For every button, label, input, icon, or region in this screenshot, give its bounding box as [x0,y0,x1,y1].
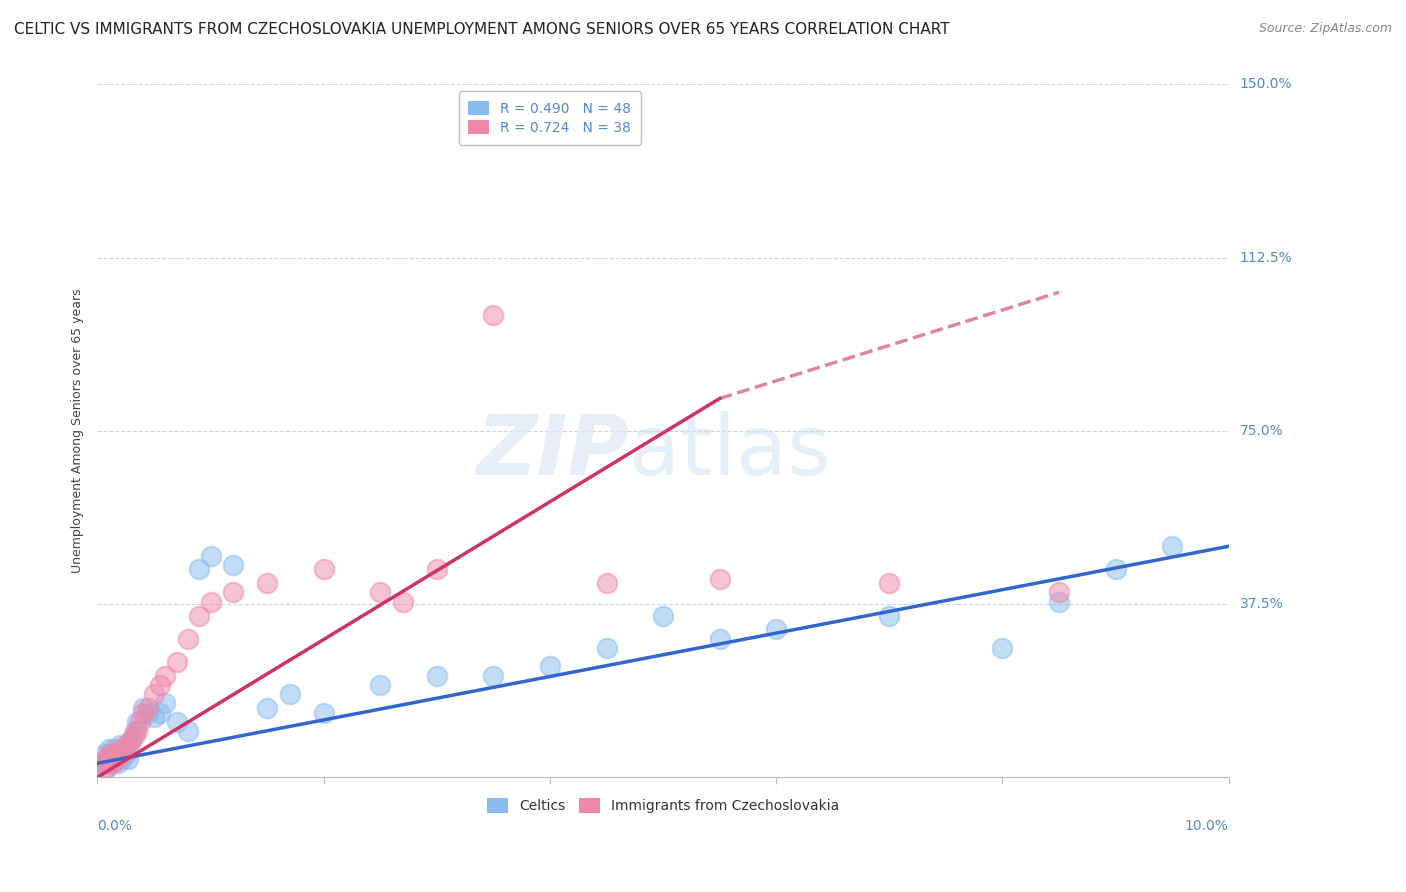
Point [709,632,731,646]
Point [879,576,901,591]
Point [426,668,449,682]
Point [256,576,278,591]
Point [278,687,301,701]
Point [105,752,128,766]
Point [108,742,131,756]
Text: CELTIC VS IMMIGRANTS FROM CZECHOSLOVAKIA UNEMPLOYMENT AMONG SENIORS OVER 65 YEAR: CELTIC VS IMMIGRANTS FROM CZECHOSLOVAKIA… [14,22,949,37]
Point [120,733,142,747]
Point [111,752,134,766]
Point [124,724,146,739]
Point [118,742,141,756]
Point [94,747,117,761]
Point [91,756,114,771]
Point [143,710,166,724]
Point [765,623,787,637]
Point [166,714,188,729]
Point [125,714,148,729]
Point [97,756,120,771]
Point [114,742,136,756]
Point [103,742,125,756]
Point [131,706,153,720]
Point [117,752,139,766]
Point [107,756,129,771]
Point [595,640,617,655]
Point [96,761,118,775]
Point [1047,585,1070,599]
Point [1161,539,1184,553]
Point [138,701,160,715]
Legend: Celtics, Immigrants from Czechoslovakia: Celtics, Immigrants from Czechoslovakia [481,793,845,819]
Point [104,752,127,766]
Point [149,706,172,720]
Text: Source: ZipAtlas.com: Source: ZipAtlas.com [1258,22,1392,36]
Point [312,706,335,720]
Point [108,738,131,752]
Point [97,742,120,756]
Point [595,576,617,591]
Point [991,640,1014,655]
Point [114,738,136,752]
Point [101,752,124,766]
Point [482,309,505,323]
Point [105,747,128,761]
Point [1047,595,1070,609]
Point [166,655,188,669]
Point [108,747,131,761]
Point [312,562,335,576]
Point [100,747,122,761]
Text: atlas: atlas [628,411,831,492]
Point [482,668,505,682]
Point [177,724,200,739]
Point [200,595,222,609]
Point [222,558,245,572]
Point [94,752,117,766]
Point [155,668,177,682]
Point [100,752,122,766]
Point [98,756,121,771]
Text: ZIP: ZIP [477,411,628,492]
Point [103,756,125,771]
Point [879,608,901,623]
Text: 150.0%: 150.0% [1240,78,1292,92]
Point [149,678,172,692]
Point [125,724,148,739]
Point [120,733,142,747]
Point [256,701,278,715]
Text: 0.0%: 0.0% [97,819,132,833]
Point [188,608,211,623]
Point [129,714,152,729]
Point [177,632,200,646]
Point [188,562,211,576]
Point [538,659,561,673]
Point [101,756,124,771]
Text: 112.5%: 112.5% [1240,251,1292,265]
Point [98,756,121,771]
Point [97,747,120,761]
Text: 10.0%: 10.0% [1185,819,1229,833]
Point [122,729,145,743]
Point [1104,562,1126,576]
Point [97,752,120,766]
Point [392,595,415,609]
Point [709,572,731,586]
Text: 37.5%: 37.5% [1240,597,1284,611]
Text: 75.0%: 75.0% [1240,424,1284,438]
Point [114,747,136,761]
Point [103,747,125,761]
Point [368,678,391,692]
Point [426,562,449,576]
Point [138,706,160,720]
Point [222,585,245,599]
Point [91,756,114,771]
Point [368,585,391,599]
Point [143,687,166,701]
Point [131,701,153,715]
Point [652,608,675,623]
Y-axis label: Unemployment Among Seniors over 65 years: Unemployment Among Seniors over 65 years [72,288,84,574]
Point [96,761,118,775]
Point [155,696,177,710]
Point [200,549,222,563]
Point [111,747,134,761]
